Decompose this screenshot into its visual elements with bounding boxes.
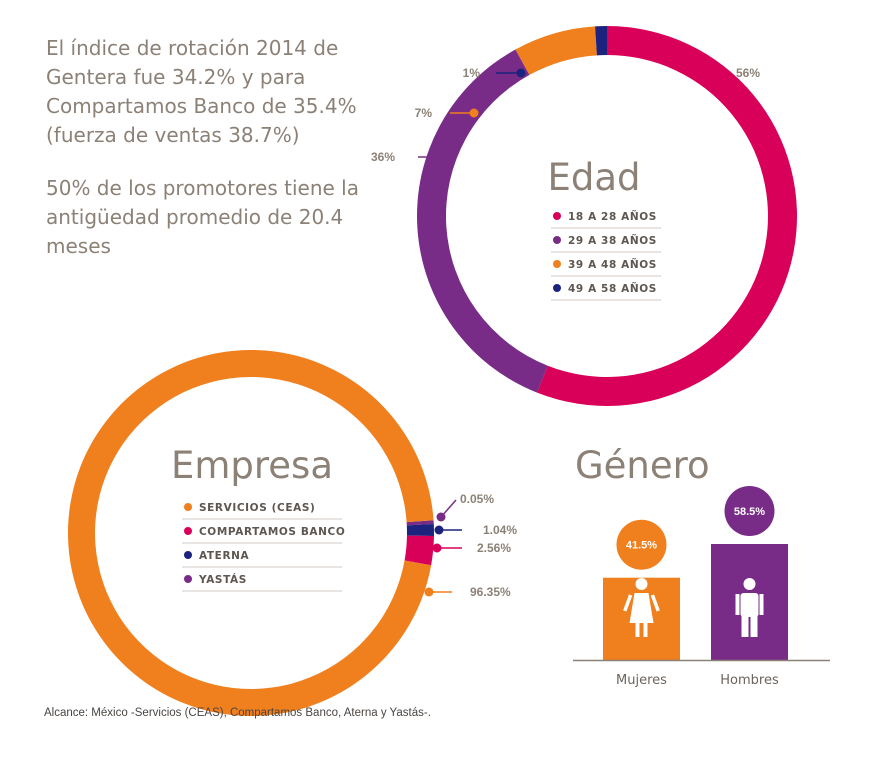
- empresa-slice-compartamos-banco: [404, 535, 434, 566]
- genero-title: Género: [575, 444, 710, 487]
- edad-slice-39-a-48-anos: [515, 26, 597, 75]
- empresa-legend-label-servicios-ceas: SERVICIOS (CEAS): [199, 502, 315, 514]
- edad-callout-dot-29-a-38-anos: [428, 152, 438, 162]
- edad-value-label-49-a-58-anos: 1%: [463, 66, 481, 80]
- empresa-legend-label-yastas: YASTÁS: [198, 573, 247, 586]
- edad-chart: Edad 18 A 28 AÑOS 29 A 38 AÑOS 39 A 48 AÑOS…: [371, 26, 797, 406]
- edad-value-label-29-a-38-anos: 36%: [371, 150, 395, 164]
- edad-legend-dot-18-a-28-anos: [553, 212, 561, 220]
- edad-legend-label-39-a-48-anos: 39 A 48 AÑOS: [568, 258, 657, 271]
- genero-value-bubble-mujeres: [616, 519, 667, 570]
- edad-legend-label-49-a-58-anos: 49 A 58 AÑOS: [568, 282, 657, 295]
- edad-title: Edad: [547, 156, 640, 199]
- woman-icon: [623, 578, 660, 637]
- empresa-value-label-yastas: 0.05%: [460, 492, 494, 506]
- edad-legend-label-18-a-28-anos: 18 A 28 AÑOS: [568, 210, 657, 223]
- edad-legend-dot-39-a-48-anos: [553, 260, 561, 268]
- empresa-value-label-aterna: 1.04%: [483, 523, 517, 537]
- empresa-callout-dot-aterna: [434, 525, 444, 535]
- footnote: Alcance: México -Servicios (CEAS), Compa…: [44, 707, 431, 719]
- genero-category-label-hombres: Hombres: [720, 673, 779, 688]
- empresa-slice-aterna: [406, 524, 435, 537]
- edad-slice-49-a-58-anos: [595, 26, 607, 56]
- genero-category-label-mujeres: Mujeres: [616, 673, 667, 688]
- empresa-legend-dot-aterna: [184, 551, 192, 559]
- intro-paragraph-seniority: 50% de los promotores tiene la antigüeda…: [46, 176, 359, 258]
- edad-value-label-39-a-48-anos: 7%: [415, 106, 433, 120]
- edad-legend-label-29-a-38-anos: 29 A 38 AÑOS: [568, 234, 657, 247]
- empresa-title: Empresa: [171, 444, 333, 487]
- empresa-value-label-servicios-ceas: 96.35%: [470, 585, 511, 599]
- empresa-legend-dot-compartamos-banco: [184, 527, 192, 535]
- edad-callout-dot-49-a-58-anos: [516, 68, 526, 78]
- genero-chart: Género 41.5% Mujeres 58.5% Hombres: [573, 444, 830, 688]
- man-icon: [735, 578, 764, 637]
- empresa-callout-dot-servicios-ceas: [424, 587, 434, 597]
- empresa-legend-label-aterna: ATERNA: [199, 550, 250, 562]
- edad-value-label-18-a-28-anos: 56%: [736, 66, 760, 80]
- empresa-chart: Empresa SERVICIOS (CEAS) COMPARTAMOS BANCO…: [68, 349, 517, 716]
- empresa-legend-dot-yastas: [184, 575, 192, 583]
- edad-slice-29-a-38-anos: [417, 49, 548, 393]
- genero-value-label-mujeres: 41.5%: [626, 540, 657, 552]
- edad-callout-dot-39-a-48-anos: [469, 108, 479, 118]
- empresa-legend-dot-servicios-ceas: [184, 503, 192, 511]
- edad-callout-dot-18-a-28-anos: [691, 68, 701, 78]
- intro-text: El índice de rotación 2014 de Gentera fu…: [46, 34, 366, 285]
- genero-value-label-hombres: 58.5%: [734, 506, 765, 518]
- empresa-callout-dot-compartamos-banco: [432, 543, 442, 553]
- empresa-callout-dot-yastas: [436, 512, 446, 522]
- empresa-legend-label-compartamos-banco: COMPARTAMOS BANCO: [199, 526, 345, 538]
- edad-legend-dot-29-a-38-anos: [553, 236, 561, 244]
- empresa-slice-yastas: [406, 520, 434, 526]
- intro-paragraph-rotation: El índice de rotación 2014 de Gentera fu…: [46, 36, 357, 147]
- genero-value-bubble-hombres: [724, 486, 775, 536]
- empresa-value-label-compartamos-banco: 2.56%: [477, 541, 511, 555]
- edad-legend-dot-49-a-58-anos: [553, 284, 561, 292]
